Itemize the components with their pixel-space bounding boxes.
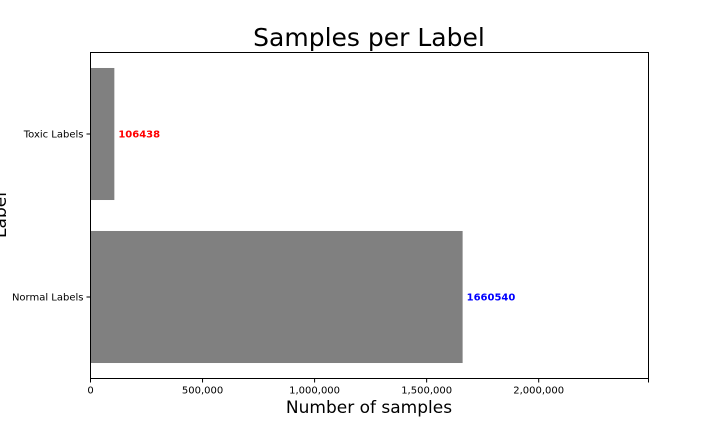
x-ticks: 0 500,000 1,000,000 1,500,000 2,000,000: [87, 378, 649, 397]
data-label-1: 106438: [118, 130, 160, 141]
x-axis-title: Number of samples: [286, 398, 452, 418]
y-tick-labels: Normal Labels Toxic Labels: [12, 130, 91, 304]
x-tick-label-3: 1,500,000: [401, 386, 452, 397]
data-labels: 1660540 106438: [118, 130, 515, 304]
bar-0: [90, 230, 463, 364]
y-tick-label-1: Toxic Labels: [23, 130, 84, 141]
data-label-0: 1660540: [467, 293, 516, 304]
y-axis-title: Label: [0, 192, 11, 238]
plot-frame: [90, 52, 649, 379]
y-tick-label-0: Normal Labels: [12, 293, 84, 304]
bars-group: [90, 67, 463, 364]
x-tick-label-0: 0: [87, 386, 93, 397]
x-tick-label-4: 2,000,000: [513, 386, 564, 397]
x-tick-label-1: 500,000: [182, 386, 223, 397]
x-tick-label-2: 1,000,000: [289, 386, 340, 397]
bar-1: [90, 67, 115, 201]
chart-title: Samples per Label: [253, 23, 485, 52]
